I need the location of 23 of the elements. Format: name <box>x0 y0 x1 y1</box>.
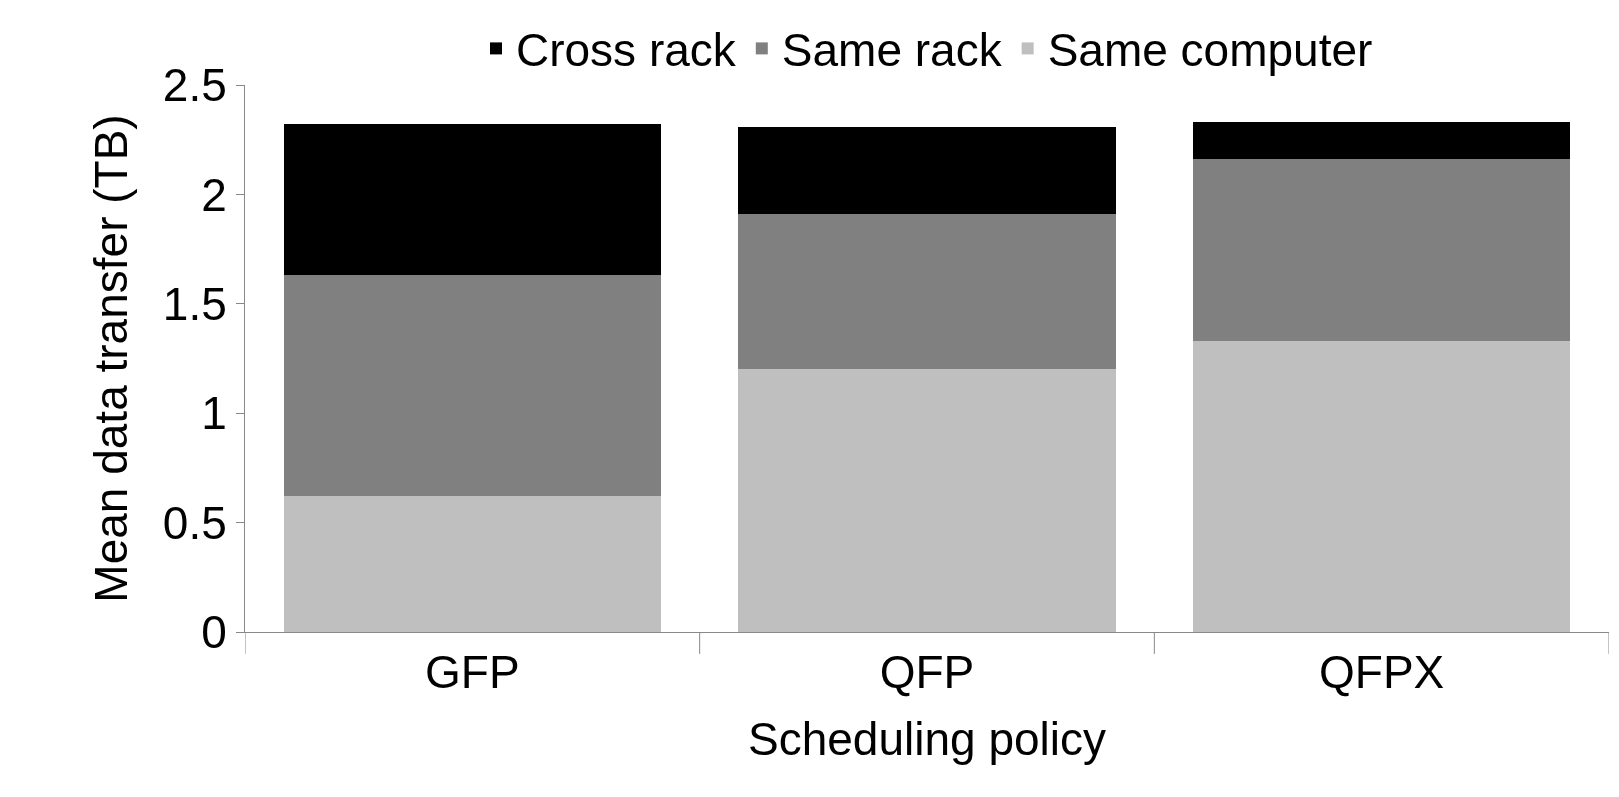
bar <box>283 275 662 497</box>
x-tick-label: QFP <box>879 646 975 699</box>
y-tick-label: 1.5 <box>162 277 227 330</box>
bar <box>283 124 662 276</box>
legend-label: Cross rack <box>516 24 737 77</box>
bar <box>283 496 662 632</box>
bar <box>738 126 1116 215</box>
legend-label: Same computer <box>1047 24 1373 77</box>
y-tick-label: 2.5 <box>162 59 227 112</box>
bar <box>738 369 1116 632</box>
x-tick-label: QFPX <box>1319 646 1445 699</box>
bar <box>1192 159 1571 341</box>
x-axis-title: Scheduling policy <box>747 712 1107 765</box>
y-axis-title: Mean data transfer (TB) <box>85 114 138 603</box>
y-tick-label: 0.5 <box>162 496 227 549</box>
bar <box>738 214 1116 370</box>
y-tick-label: 2 <box>201 168 227 221</box>
y-tick-label: 1 <box>201 387 227 440</box>
x-tick-label: GFP <box>425 646 520 699</box>
bar <box>1192 341 1571 632</box>
y-tick-label: 0 <box>201 606 227 659</box>
bar <box>1192 122 1571 160</box>
legend-label: Same rack <box>781 24 1003 77</box>
